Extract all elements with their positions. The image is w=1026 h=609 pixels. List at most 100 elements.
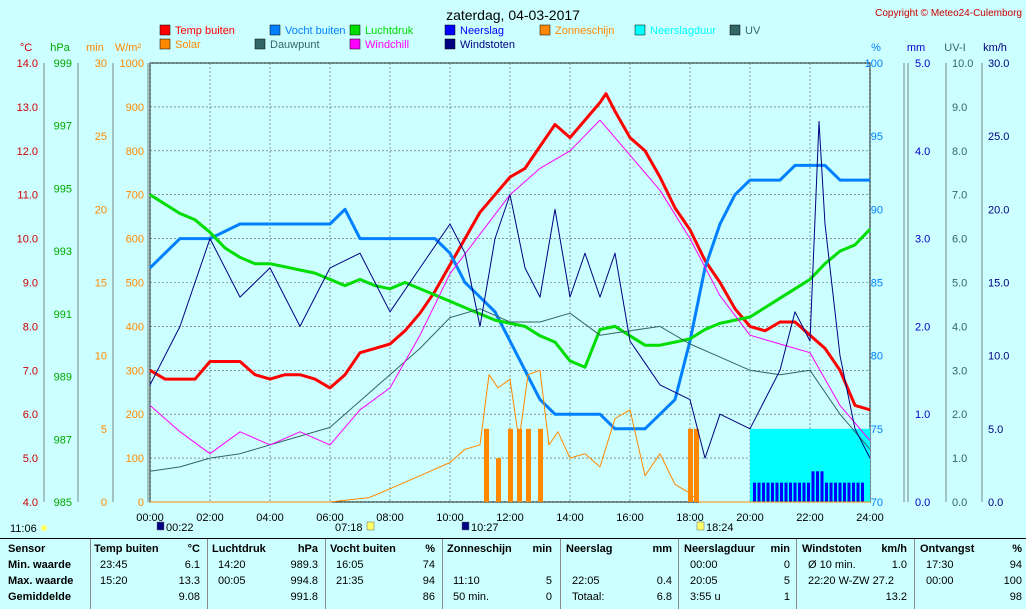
axis-tick: 10 xyxy=(95,351,107,363)
legend-label: Neerslagduur xyxy=(650,25,716,37)
stats-cell: Neerslag xyxy=(566,543,613,555)
axis-tick: 20.0 xyxy=(988,204,1009,216)
axis-tick: 0.0 xyxy=(952,497,967,509)
legend-label: Windstoten xyxy=(460,39,515,51)
axis-tick: 400 xyxy=(126,321,144,333)
neerslag-bar xyxy=(793,482,797,502)
legend-label: UV xyxy=(745,25,761,37)
zonneschijn-bar xyxy=(694,428,699,502)
neerslag-bar xyxy=(852,482,855,502)
stats-cell: 22:05 xyxy=(572,575,600,587)
neerslag-bar xyxy=(807,482,810,502)
axis-tick: 995 xyxy=(54,183,72,195)
axis-tick: 10.0 xyxy=(952,58,973,70)
neerslag-bar xyxy=(847,482,851,502)
axis-tick: 8.0 xyxy=(23,321,38,333)
x-tick: 08:00 xyxy=(376,512,404,524)
axis-tick: 85 xyxy=(871,278,883,290)
stats-cell: Sensor xyxy=(8,543,46,555)
axis-tick: 4.0 xyxy=(952,321,967,333)
legend-swatch xyxy=(349,38,361,50)
stats-cell: mm xyxy=(652,543,672,555)
neerslag-bar xyxy=(829,482,833,502)
stats-cell: 86 xyxy=(422,591,435,603)
axis-tick: 1.0 xyxy=(952,453,967,465)
axis-tick: 800 xyxy=(126,146,144,158)
zonneschijn-bar xyxy=(538,428,543,502)
axis-tick: 2.0 xyxy=(915,321,930,333)
stats-cell: 0 xyxy=(545,591,552,603)
x-tick: 14:00 xyxy=(556,512,584,524)
neerslag-bar xyxy=(762,482,765,502)
stats-separator xyxy=(796,539,797,609)
stats-separator xyxy=(914,539,915,609)
stats-cell: 14:20 xyxy=(218,559,246,571)
legend-label: Luchtdruk xyxy=(365,25,414,37)
stats-cell: 15:20 xyxy=(100,575,128,587)
stats-cell: Gemiddelde xyxy=(8,591,71,603)
sun-marker-icon xyxy=(156,521,165,531)
neerslag-bar xyxy=(820,471,824,502)
x-tick: 04:00 xyxy=(256,512,284,524)
legend-swatch xyxy=(159,38,171,50)
weather-chart: 14.0 13.0 12.0 11.0 10.0 9.0 8.0 7.0 6.0 5.0 4.0 99… xyxy=(10,7,1022,535)
x-tick: 20:00 xyxy=(736,512,764,524)
sun-marker-time: 10:27 xyxy=(471,522,499,534)
stats-cell: 00:00 xyxy=(690,559,718,571)
axis-tick: 985 xyxy=(54,497,72,509)
series-temp-buiten xyxy=(149,92,871,412)
neerslag-bar xyxy=(757,482,761,502)
legend: Temp buiten Vocht buiten Luchtdruk Neerslag… xyxy=(159,24,761,51)
neerslag-bar xyxy=(825,482,828,502)
stats-table: Sensor Temp buiten °C Luchtdruk hPa Vocht bui… xyxy=(0,538,1026,609)
axis-tick: 12.0 xyxy=(17,146,38,158)
series-windstoten xyxy=(149,121,871,459)
line-series xyxy=(148,92,872,503)
stats-cell: min xyxy=(532,543,552,555)
axis-tick: 0.0 xyxy=(915,497,930,509)
axis-tick: 13.0 xyxy=(17,102,38,114)
axis-unit: hPa xyxy=(50,42,70,54)
stats-cell: 74 xyxy=(422,559,435,571)
axis-tick: 500 xyxy=(126,278,144,290)
bar-series xyxy=(484,428,870,502)
stats-cell: 5 xyxy=(783,575,790,587)
stats-cell: 20:05 xyxy=(690,575,718,587)
neerslag-bar xyxy=(771,482,774,502)
stats-cell: 23:45 xyxy=(100,559,128,571)
stats-separator xyxy=(207,539,208,609)
axis-tick: 200 xyxy=(126,409,144,421)
axis-tick: 10.0 xyxy=(988,351,1009,363)
axis-tick: 20 xyxy=(95,204,107,216)
stats-separator xyxy=(442,539,443,609)
stats-cell: km/h xyxy=(881,543,907,555)
axis-unit: W/m² xyxy=(115,42,142,54)
axis-tick: 100 xyxy=(126,453,144,465)
neerslag-bar xyxy=(775,482,779,502)
x-tick: 16:00 xyxy=(616,512,644,524)
stats-separator xyxy=(678,539,679,609)
stats-cell: Ø 10 min. xyxy=(808,559,856,571)
stats-cell: 17:30 xyxy=(926,559,954,571)
stats-cell: 0.4 xyxy=(656,575,672,587)
stats-cell: Ontvangst xyxy=(920,543,975,555)
x-tick: 22:00 xyxy=(796,512,824,524)
neerslag-bar xyxy=(843,482,846,502)
axis-tick: 0 xyxy=(138,497,144,509)
axis-tick: 90 xyxy=(871,204,883,216)
axis-tick: 4.0 xyxy=(915,146,930,158)
axis-tick: 4.0 xyxy=(23,497,38,509)
stats-cell: Max. waarde xyxy=(8,575,74,587)
legend-swatch xyxy=(159,24,171,36)
zonneschijn-bar xyxy=(508,428,513,502)
legend-label: Solar xyxy=(175,39,201,51)
axis-tick: 991 xyxy=(54,309,72,321)
axis-tick: 10.0 xyxy=(17,234,38,246)
axis-tick: 3.0 xyxy=(952,365,967,377)
axis-tick: 989 xyxy=(54,372,72,384)
axis-tick: 0 xyxy=(101,497,107,509)
stats-cell: % xyxy=(1012,543,1022,555)
stats-cell: 98 xyxy=(1009,591,1022,603)
legend-label: Windchill xyxy=(365,39,409,51)
legend-label: Dauwpunt xyxy=(270,39,320,51)
